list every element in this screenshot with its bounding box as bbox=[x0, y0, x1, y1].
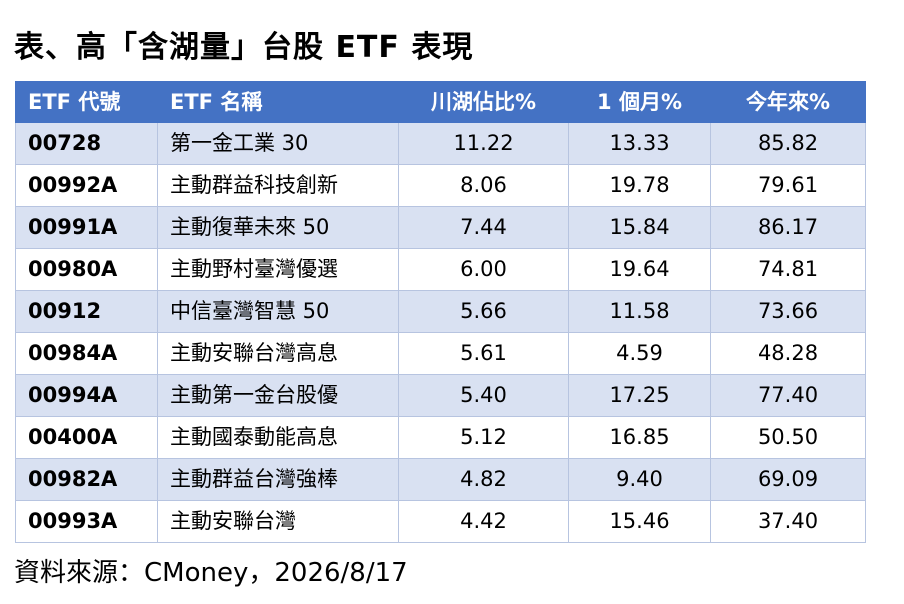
month-return: 4.59 bbox=[568, 332, 711, 375]
month-return: 17.25 bbox=[568, 374, 711, 417]
header-month: 1 個月% bbox=[568, 81, 711, 123]
table-row: 00984A 主動安聯台灣高息 5.61 4.59 48.28 bbox=[15, 332, 866, 375]
header-code: ETF 代號 bbox=[15, 81, 158, 123]
etf-table: ETF 代號 ETF 名稱 川湖佔比% 1 個月% 今年來% 00728 第一金… bbox=[15, 81, 866, 543]
ytd-return: 37.40 bbox=[710, 500, 866, 543]
share-value: 7.44 bbox=[398, 206, 569, 249]
header-share: 川湖佔比% bbox=[398, 81, 569, 123]
etf-name: 主動安聯台灣高息 bbox=[157, 332, 399, 375]
month-return: 16.85 bbox=[568, 416, 711, 459]
etf-code: 00912 bbox=[15, 290, 158, 333]
month-return: 15.84 bbox=[568, 206, 711, 249]
header-name: ETF 名稱 bbox=[157, 81, 399, 123]
ytd-return: 79.61 bbox=[710, 164, 866, 207]
etf-name: 主動復華未來 50 bbox=[157, 206, 399, 249]
table-row: 00728 第一金工業 30 11.22 13.33 85.82 bbox=[15, 122, 866, 165]
etf-name: 主動野村臺灣優選 bbox=[157, 248, 399, 291]
share-value: 5.61 bbox=[398, 332, 569, 375]
table-row: 00912 中信臺灣智慧 50 5.66 11.58 73.66 bbox=[15, 290, 866, 333]
ytd-return: 85.82 bbox=[710, 122, 866, 165]
ytd-return: 69.09 bbox=[710, 458, 866, 501]
etf-name: 主動安聯台灣 bbox=[157, 500, 399, 543]
etf-code: 00400A bbox=[15, 416, 158, 459]
etf-name: 主動群益台灣強棒 bbox=[157, 458, 399, 501]
month-return: 11.58 bbox=[568, 290, 711, 333]
etf-name: 主動國泰動能高息 bbox=[157, 416, 399, 459]
etf-name: 主動第一金台股優 bbox=[157, 374, 399, 417]
page-title: 表、高「含湖量」台股 ETF 表現 bbox=[14, 30, 474, 65]
table-row: 00994A 主動第一金台股優 5.40 17.25 77.40 bbox=[15, 374, 866, 417]
share-value: 5.12 bbox=[398, 416, 569, 459]
month-return: 15.46 bbox=[568, 500, 711, 543]
share-value: 6.00 bbox=[398, 248, 569, 291]
share-value: 8.06 bbox=[398, 164, 569, 207]
etf-name: 中信臺灣智慧 50 bbox=[157, 290, 399, 333]
share-value: 4.42 bbox=[398, 500, 569, 543]
ytd-return: 86.17 bbox=[710, 206, 866, 249]
source-note: 資料來源：CMoney，2026/8/17 bbox=[14, 558, 408, 588]
table-row: 00992A 主動群益科技創新 8.06 19.78 79.61 bbox=[15, 164, 866, 207]
etf-code: 00982A bbox=[15, 458, 158, 501]
share-value: 4.82 bbox=[398, 458, 569, 501]
month-return: 9.40 bbox=[568, 458, 711, 501]
month-return: 19.64 bbox=[568, 248, 711, 291]
etf-name: 第一金工業 30 bbox=[157, 122, 399, 165]
etf-code: 00991A bbox=[15, 206, 158, 249]
share-value: 11.22 bbox=[398, 122, 569, 165]
etf-code: 00994A bbox=[15, 374, 158, 417]
month-return: 13.33 bbox=[568, 122, 711, 165]
table-row: 00993A 主動安聯台灣 4.42 15.46 37.40 bbox=[15, 500, 866, 543]
etf-code: 00728 bbox=[15, 122, 158, 165]
table-header-row: ETF 代號 ETF 名稱 川湖佔比% 1 個月% 今年來% bbox=[15, 81, 866, 123]
ytd-return: 73.66 bbox=[710, 290, 866, 333]
table-row: 00991A 主動復華未來 50 7.44 15.84 86.17 bbox=[15, 206, 866, 249]
etf-code: 00993A bbox=[15, 500, 158, 543]
ytd-return: 74.81 bbox=[710, 248, 866, 291]
etf-code: 00984A bbox=[15, 332, 158, 375]
table-row: 00400A 主動國泰動能高息 5.12 16.85 50.50 bbox=[15, 416, 866, 459]
table-row: 00982A 主動群益台灣強棒 4.82 9.40 69.09 bbox=[15, 458, 866, 501]
header-ytd: 今年來% bbox=[710, 81, 866, 123]
month-return: 19.78 bbox=[568, 164, 711, 207]
etf-code: 00992A bbox=[15, 164, 158, 207]
ytd-return: 77.40 bbox=[710, 374, 866, 417]
ytd-return: 50.50 bbox=[710, 416, 866, 459]
share-value: 5.66 bbox=[398, 290, 569, 333]
etf-code: 00980A bbox=[15, 248, 158, 291]
etf-name: 主動群益科技創新 bbox=[157, 164, 399, 207]
share-value: 5.40 bbox=[398, 374, 569, 417]
table-row: 00980A 主動野村臺灣優選 6.00 19.64 74.81 bbox=[15, 248, 866, 291]
ytd-return: 48.28 bbox=[710, 332, 866, 375]
